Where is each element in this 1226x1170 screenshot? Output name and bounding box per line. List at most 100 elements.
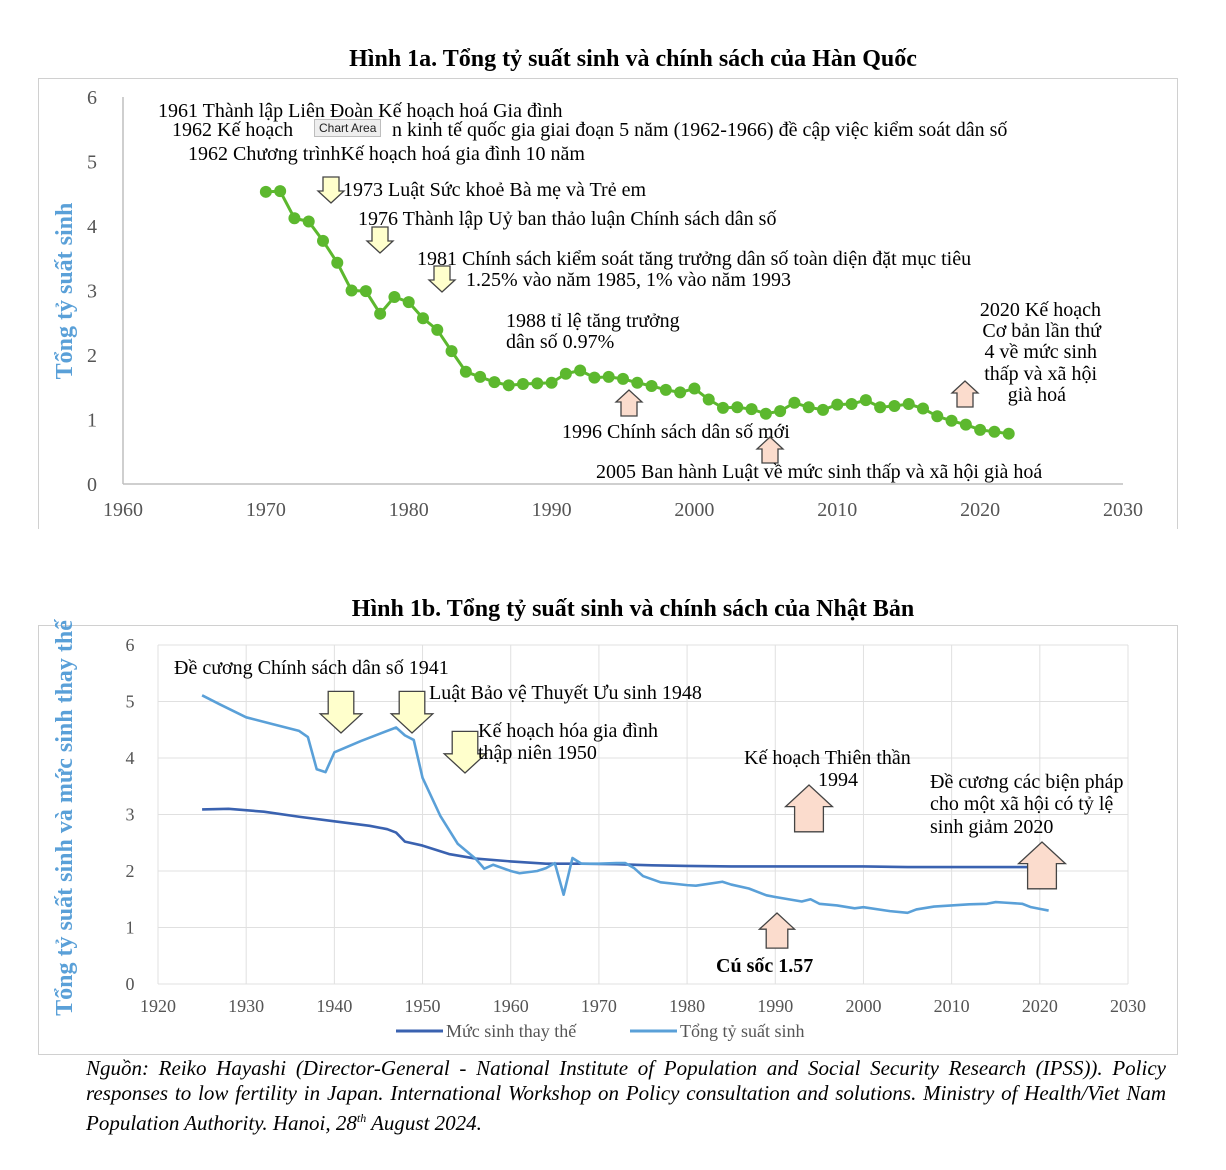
chart-1a-point [531, 377, 544, 390]
chart-1a-point [859, 394, 872, 407]
chart-1a-annotation: già hoá [1008, 384, 1066, 406]
chart-1a-annotation: dân số 0.97% [506, 331, 614, 353]
chart-1a-point [674, 386, 687, 399]
chart-1a-point [959, 418, 972, 431]
chart-1a-title: Hình 1a. Tổng tỷ suất sinh và chính sách… [349, 46, 917, 72]
chart-1a-point [788, 396, 801, 409]
chart-1b-x-tick: 1920 [140, 996, 176, 1016]
chart-1b-arrow [757, 912, 797, 949]
chart-1a-point [417, 312, 429, 325]
chart-1a-point [474, 370, 487, 383]
chart-1a-point [545, 376, 558, 389]
chart-1a-point [988, 425, 1001, 438]
chart-1a-point [631, 376, 644, 389]
chart-1a-point [945, 414, 958, 427]
chart-1a-point [731, 401, 744, 414]
chart-1a-point [345, 284, 358, 297]
chart-1b-annotation: thập niên 1950 [478, 742, 597, 764]
chart-1a-point [717, 401, 729, 414]
chart-1a-point [374, 307, 387, 320]
chart-1a-point [359, 285, 372, 298]
chart-1a-y-tick: 2 [87, 345, 97, 367]
chart-1b-y-tick: 4 [126, 748, 135, 768]
chart-1b-series-line-2 [201, 694, 1049, 915]
chart-1a-annotation: 1962 Kế hoạch [172, 119, 293, 141]
chart-1a-annotation: 4 về mức sinh [985, 341, 1098, 363]
chart-1a-point [817, 403, 829, 416]
chart-1a-point [388, 290, 401, 303]
chart-1a-annotation: 1962 Chương trìnhKế hoạch hoá gia đình 1… [188, 143, 585, 165]
chart-1a-annotation: 1.25% vào năm 1985, 1% vào năm 1993 [466, 269, 791, 291]
chart-1a-frame[interactable] [38, 78, 1178, 529]
source-text-b: August 2024. [366, 1111, 482, 1135]
chart-1a-point [902, 398, 915, 411]
source-text-a: Nguồn: Reiko Hayashi (Director-General -… [86, 1056, 1166, 1135]
chart-1a-y-tick: 0 [87, 474, 97, 496]
chart-1a-point [917, 402, 929, 415]
chart-1a-arrow [427, 265, 457, 293]
chart-1a-point [759, 407, 772, 420]
chart-1b-x-tick: 2020 [1022, 996, 1058, 1016]
chart-1a-point [888, 399, 901, 412]
chart-1b-annotation: Cú sốc 1.57 [716, 955, 813, 977]
chart-1a-y-tick: 6 [87, 87, 97, 109]
chart-1b-y-label: Tổng tỷ suất sinh và mức sinh thay thế [52, 619, 78, 1016]
chart-1b-annotation: sinh giảm 2020 [930, 816, 1053, 838]
chart-1a-point [845, 398, 858, 411]
chart-1b-x-tick: 1980 [669, 996, 705, 1016]
chart-1a-x-tick: 1990 [532, 499, 572, 521]
chart-1b-x-tick: 1990 [757, 996, 793, 1016]
chart-1a-point [774, 405, 787, 418]
chart-1b-x-tick: 1940 [316, 996, 352, 1016]
chart-1b-arrow [1016, 841, 1068, 890]
chart-1b-arrow [783, 784, 835, 833]
chart-1a-point [502, 379, 515, 392]
chart-1b-x-tick: 1970 [581, 996, 617, 1016]
chart-1b-y-tick: 2 [126, 861, 135, 881]
chart-1a-y-tick: 3 [87, 281, 97, 303]
chart-1a-annotation: 1996 Chính sách dân số mới [562, 421, 790, 443]
chart-1a-point [402, 296, 415, 309]
chart-1b-x-tick: 2000 [845, 996, 881, 1016]
chart-1a-annotation: thấp và xã hội [984, 363, 1097, 385]
chart-1a-point [588, 371, 601, 384]
chart-1a-annotation: 1961 Thành lập Liên Đoàn Kế hoạch hoá Gi… [158, 100, 563, 122]
chart-1a-annotation: n kinh tế quốc gia giai đoạn 5 năm (1962… [392, 119, 1007, 141]
chart-1a-point [574, 364, 587, 377]
chart-1b-annotation: Luật Bảo vệ Thuyết Ưu sinh 1948 [429, 682, 702, 704]
chart-1a-x-tick: 2000 [674, 499, 714, 521]
chart-1a-point [445, 345, 458, 358]
chart-1a-x-tick: 2030 [1103, 499, 1143, 521]
chart-1a-point [617, 372, 629, 385]
chart-1a-point [274, 185, 287, 198]
chart-1a-arrow [365, 226, 395, 254]
chart-1b-y-tick: 5 [126, 692, 135, 712]
chart-1b-arrow [442, 730, 488, 774]
chart-1a-annotation: 1973 Luật Sức khoẻ Bà mẹ và Trẻ em [343, 179, 646, 201]
chart-1b-title: Hình 1b. Tổng tỷ suất sinh và chính sách… [351, 596, 915, 622]
chart-1a-point [645, 379, 658, 392]
chart-1a-annotation: 1988 tỉ lệ tăng trưởng [506, 310, 680, 332]
chart-1a-arrow [755, 436, 785, 464]
chart-1a-point [488, 376, 501, 389]
chart-1a-point [302, 215, 315, 228]
chart-1a-arrow [316, 176, 346, 204]
chart-1a-point [931, 410, 944, 423]
chart-1a-point [431, 323, 444, 336]
chart-1b-y-tick: 6 [126, 635, 135, 655]
chart-1b-annotation: Đề cương các biện pháp [930, 771, 1124, 793]
chart-1b-arrow [318, 690, 364, 734]
chart-1b-y-tick: 3 [126, 805, 135, 825]
chart-1a-point [974, 423, 987, 436]
chart-1a-point [874, 401, 887, 414]
chart-1a-point [288, 212, 301, 225]
chart-1b-y-tick: 1 [126, 918, 135, 938]
chart-1a-point [831, 398, 844, 411]
chart-1b-annotation: 1994 [818, 769, 858, 791]
chart-1b-frame[interactable] [38, 625, 1178, 1055]
chart-1b-arrow [389, 690, 435, 734]
chart-area-tooltip: Chart Area [314, 119, 382, 137]
chart-1b-annotation: cho một xã hội có tỷ lệ [930, 793, 1113, 815]
chart-1a-arrow [614, 389, 644, 417]
chart-1a-point [517, 378, 529, 391]
